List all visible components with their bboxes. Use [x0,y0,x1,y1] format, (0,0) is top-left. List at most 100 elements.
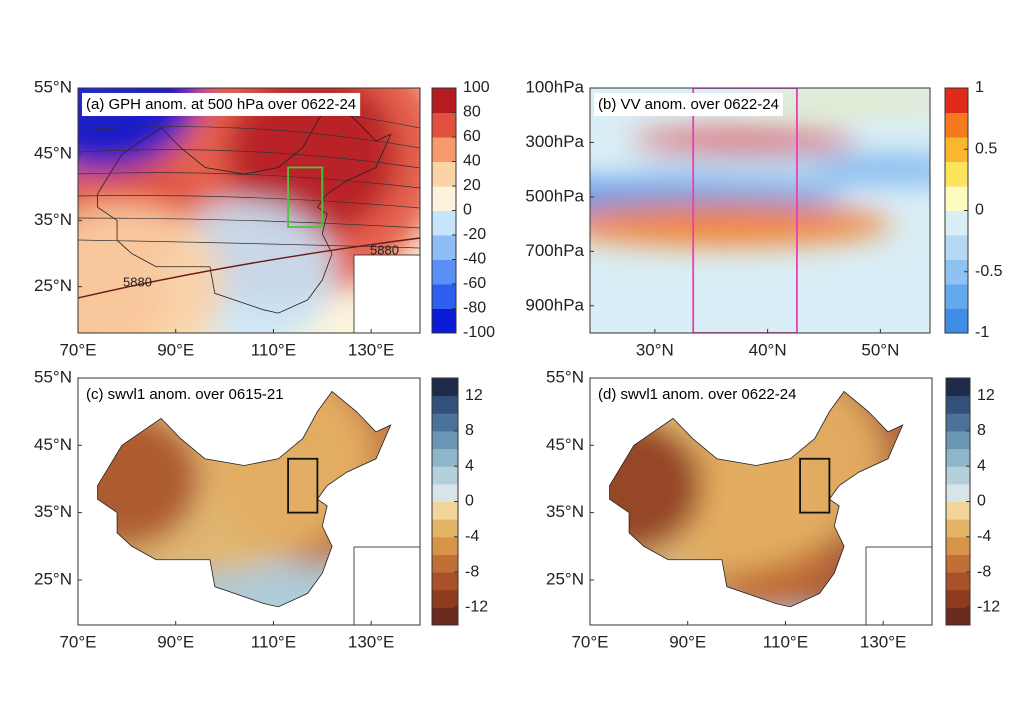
y-tick-label: 100hPa [525,77,584,96]
x-tick-label: 130°E [860,632,907,651]
y-tick-label: 55°N [34,77,72,96]
contour-line [78,195,420,209]
y-tick-label: 25°N [546,569,584,588]
field-blob [227,88,398,237]
colorbar-tick-label: 0.5 [975,140,997,157]
y-tick-label: 35°N [34,502,72,521]
x-tick-label: 110°E [251,632,296,651]
inset [353,254,420,333]
colorbar-tick-label: -8 [977,563,991,580]
panel-title: (b) VV anom. over 0622-24 [598,96,779,113]
x-tick-label: 90°E [157,340,194,359]
colorbar-tick-label: -4 [977,528,991,545]
colorbar-level [945,161,968,187]
title-box [594,382,801,406]
y-tick-label: 35°N [34,210,72,229]
field [78,378,420,625]
y-tick-label: 45°N [34,435,72,454]
colorbar-level [946,519,970,538]
y-tick-label: 700hPa [525,241,584,260]
inset [353,546,420,625]
colorbar-level [946,430,970,450]
colorbar-level [432,572,458,591]
colorbar-level [432,88,456,113]
colorbar-level [945,259,968,285]
y-tick-label: 45°N [34,144,72,163]
colorbar-level [432,554,458,573]
colorbar-tick-label: -80 [463,300,486,317]
panel-title: (d) swvl1 anom. over 0622-24 [598,386,796,403]
contour-line [78,149,420,169]
colorbar-level [432,137,456,162]
panel: (d) swvl1 anom. over 0622-24 70°E 90°E 110°… [546,367,1000,651]
colorbar-level [432,448,458,467]
colorbar-level [946,395,970,414]
title-box [82,382,288,406]
contour-line [78,126,420,149]
field [590,88,930,333]
y-tick-label: 55°N [546,367,584,386]
panel-title: (a) GPH anom. at 500 hPa over 0622-24 [86,96,356,113]
x-tick-label: 70°E [571,632,608,651]
colorbar-tick-label: 0 [977,493,986,510]
colorbar-tick-label: -40 [463,251,486,268]
colorbar-tick-label: 8 [465,422,474,439]
colorbar-level [945,210,968,236]
region-box [692,88,798,333]
inset [865,546,932,625]
plot-frame [77,87,421,334]
colorbar-tick-label: 12 [465,387,483,404]
colorbar-level [432,413,458,432]
colorbar-tick-label: 12 [977,387,995,404]
contour-line [78,217,420,229]
colorbar-level [945,112,968,138]
x-tick-label: 50°N [861,340,899,359]
colorbar-level [946,466,970,485]
panel-title: (c) swvl1 anom. over 0615-21 [86,386,284,403]
colorbar-tick-label: -0.5 [975,263,1003,280]
contour-line [78,172,420,189]
colorbar-tick-label: 80 [463,104,481,121]
y-tick-label: 45°N [546,435,584,454]
colorbar-level [432,284,456,309]
colorbar-level [432,519,458,538]
field-blobs [590,97,930,246]
x-tick-label: 40°N [749,340,787,359]
panel: (b) VV anom. over 0622-24 30°N 40°N 50°N 100… [525,77,1003,359]
colorbar-level [432,536,458,555]
colorbar-tick-label: 100 [463,79,490,96]
colorbar-tick-label: 0 [465,493,474,510]
colorbar-tick-label: 20 [463,177,481,194]
x-tick-label: 30°N [636,340,674,359]
plot-frame [77,377,421,626]
colorbar-level [432,112,456,138]
x-tick-label: 110°E [251,340,296,359]
y-tick-label: 900hPa [525,295,584,314]
colorbar-tick-label: -4 [465,528,479,545]
colorbar-tick-label: -12 [977,599,1000,616]
contour-label: 5880 [123,274,152,289]
colorbar-level [432,395,458,414]
colorbar-level [946,607,970,626]
field-blob [97,411,201,547]
colorbar-tick-label: -20 [463,226,486,243]
colorbar-level [432,430,458,450]
colorbar-tick-label: 60 [463,128,481,145]
colorbar-level [945,88,968,113]
colorbar-level [432,378,458,397]
colorbar-level [945,235,968,260]
colorbar-level [432,186,456,211]
x-tick-label: 70°E [59,632,96,651]
colorbar-level [432,259,456,285]
plot-frame [589,87,931,334]
y-tick-label: 500hPa [525,186,584,205]
region-box [287,457,319,514]
y-tick-label: 300hPa [525,132,584,151]
contour-label: 5880 [370,242,399,257]
x-tick-label: 110°E [763,632,808,651]
colorbar-level [945,308,968,334]
region-box [287,166,324,228]
colorbar-level [946,378,970,397]
colorbar-level [432,308,456,334]
